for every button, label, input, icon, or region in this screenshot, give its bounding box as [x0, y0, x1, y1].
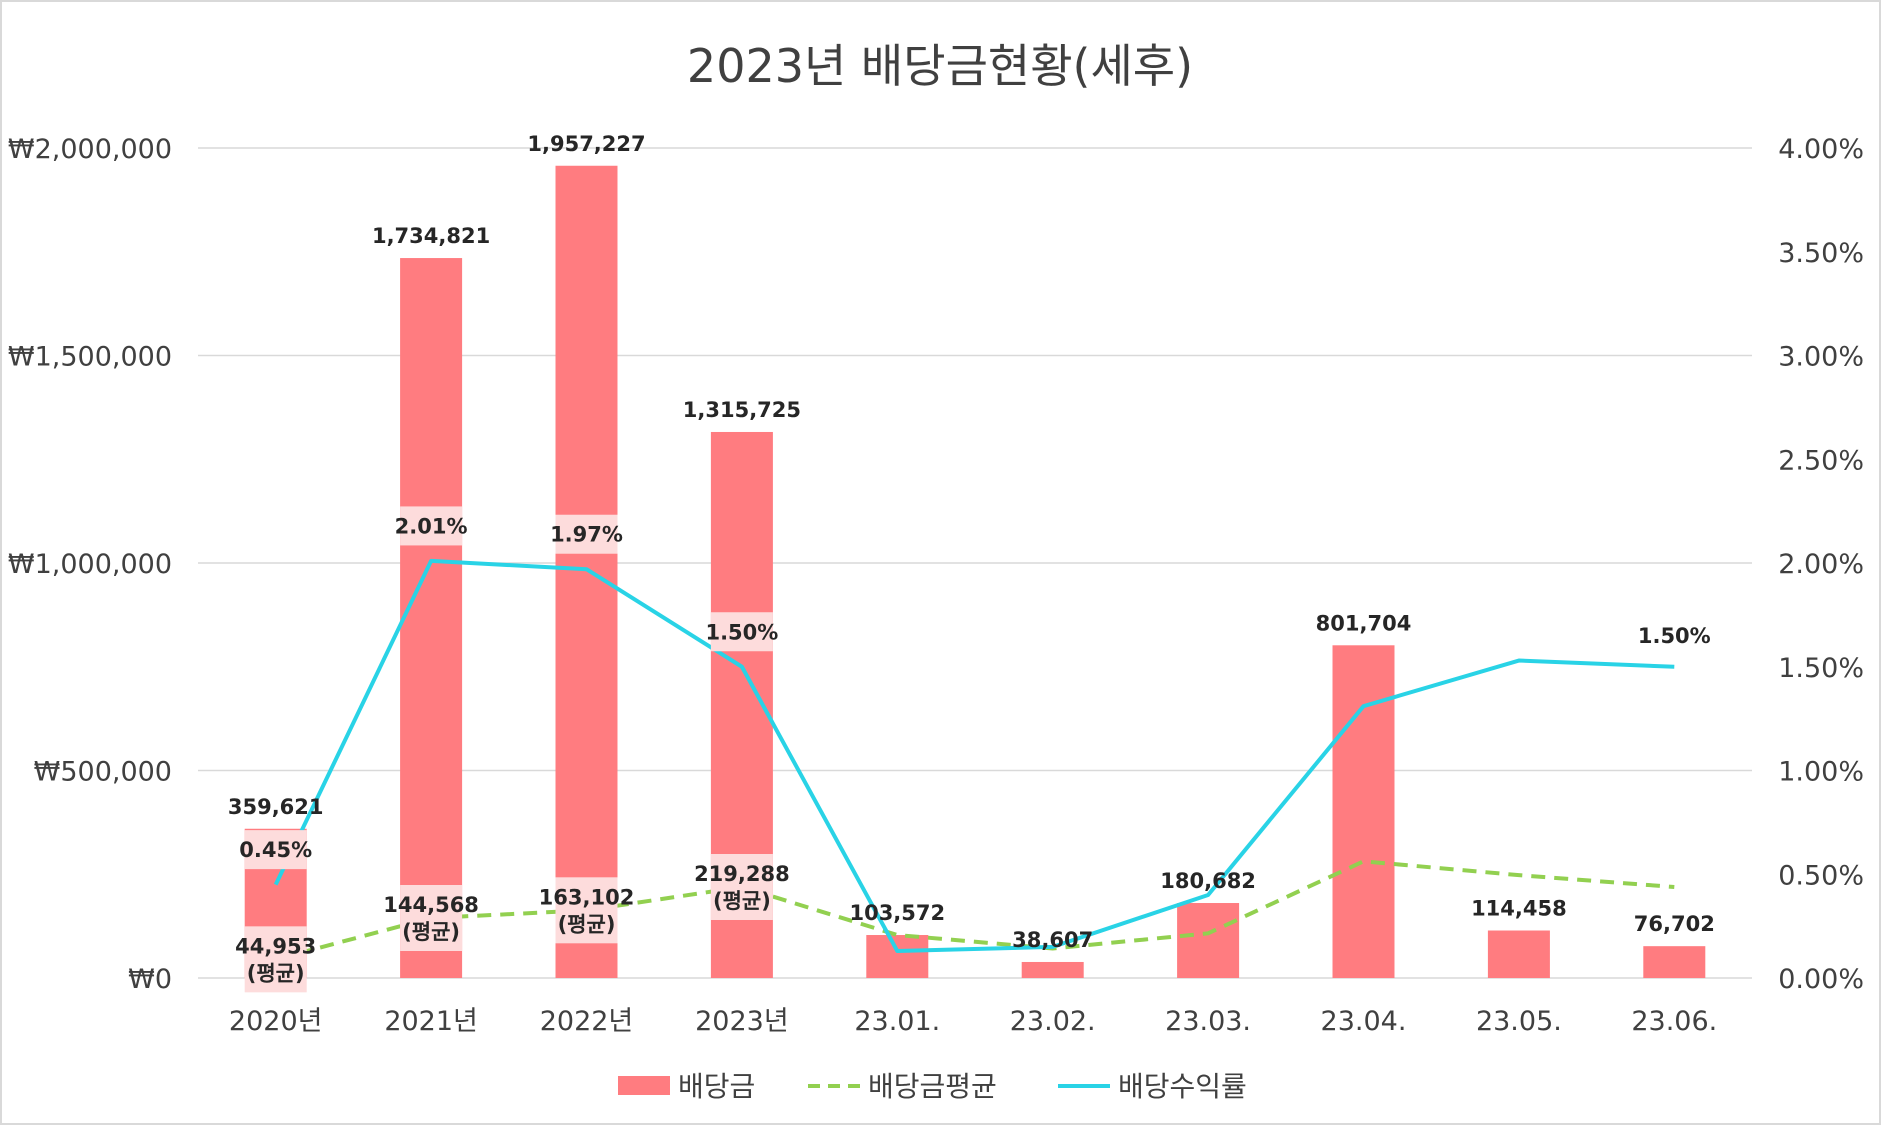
line-value-label: (평균): [402, 920, 460, 944]
bar-value-label: 1,957,227: [527, 132, 645, 156]
x-tick-label: 23.01.: [854, 1006, 940, 1037]
bar-value-label: 76,702: [1634, 912, 1715, 936]
label-background: [244, 830, 307, 870]
y-right-tick-label: 4.00%: [1778, 134, 1864, 165]
x-tick-label: 23.03.: [1165, 1006, 1251, 1037]
line-value-label: (평균): [247, 961, 305, 985]
bar: [1332, 645, 1395, 978]
bar: [400, 258, 463, 978]
line-value-label: (평균): [558, 912, 616, 936]
x-tick-label: 23.02.: [1010, 1006, 1096, 1037]
y-axis-left-ticks: ₩0 ₩500,000 ₩1,000,000 ₩1,500,000 ₩2,000,000: [8, 134, 172, 995]
line-value-label: 1.97%: [550, 523, 623, 547]
line-value-label: 163,102: [539, 885, 635, 909]
bar-value-label: 801,704: [1316, 611, 1412, 635]
bar-value-label: 359,621: [228, 795, 324, 819]
x-axis-ticks: 2020년 2021년 2022년 2023년 23.01. 23.02. 23.03. 23…: [229, 1006, 1717, 1037]
x-tick-label: 2020년: [229, 1006, 323, 1037]
bar: [1487, 930, 1550, 978]
line-value-label: 2.01%: [395, 514, 468, 538]
label-background: [555, 514, 618, 554]
y-axis-right-ticks: 0.00% 0.50% 1.00% 1.50% 2.00% 2.50% 3.00% 3.50%…: [1778, 134, 1864, 995]
x-tick-label: 2022년: [540, 1006, 634, 1037]
line-value-label: 0.45%: [239, 838, 312, 862]
bar: [1021, 961, 1084, 978]
bar-value-label: 38,607: [1012, 928, 1093, 952]
bar: [866, 935, 929, 978]
legend-swatch-dividend: [618, 1076, 670, 1095]
y-right-tick-label: 2.00%: [1778, 549, 1864, 580]
y-left-tick-label: ₩1,000,000: [8, 549, 172, 580]
y-right-tick-label: 1.50%: [1778, 653, 1864, 684]
label-background: [710, 612, 773, 652]
line-value-label: 44,953: [235, 934, 316, 958]
y-right-tick-label: 2.50%: [1778, 445, 1864, 476]
y-left-tick-label: ₩1,500,000: [8, 342, 172, 373]
x-tick-label: 23.06.: [1631, 1006, 1717, 1037]
line-value-label: (평균): [713, 889, 771, 913]
bar-value-label: 1,734,821: [372, 224, 490, 248]
legend-label-yield: 배당수익률: [1118, 1070, 1247, 1103]
average-line-path: [275, 859, 1675, 962]
bar-value-label: 103,572: [849, 901, 945, 925]
line-value-label: 1.50%: [1638, 624, 1711, 648]
y-right-tick-label: 3.50%: [1778, 238, 1864, 269]
chart-title: 2023년 배당금현황(세후): [687, 39, 1193, 93]
data-labels: 359,621 1,734,821 1,957,227 1,315,725 103,57…: [228, 132, 1715, 993]
yield-line-path: [273, 558, 1675, 954]
average-line: [275, 859, 1675, 962]
y-left-tick-label: ₩500,000: [34, 757, 172, 788]
x-tick-label: 2023년: [695, 1006, 789, 1037]
bar-value-label: 114,458: [1471, 896, 1567, 920]
bar: [555, 165, 618, 978]
legend-label-average: 배당금평균: [868, 1070, 997, 1103]
line-value-label: 219,288: [694, 862, 790, 886]
legend-label-dividend: 배당금: [678, 1070, 755, 1103]
y-left-tick-label: ₩2,000,000: [8, 134, 172, 165]
y-right-tick-label: 0.50%: [1778, 860, 1864, 891]
bar-value-label: 1,315,725: [683, 398, 801, 422]
y-right-tick-label: 0.00%: [1778, 964, 1864, 995]
line-value-label: 1.50%: [705, 620, 778, 644]
bar-value-label: 180,682: [1160, 869, 1256, 893]
yield-line: [273, 558, 1675, 954]
line-value-label: 144,568: [383, 893, 479, 917]
x-tick-label: 23.04.: [1321, 1006, 1407, 1037]
legend: 배당금 배당금평균 배당수익률: [618, 1070, 1247, 1103]
label-background: [400, 885, 463, 952]
label-background: [244, 926, 307, 993]
y-right-tick-label: 1.00%: [1778, 757, 1864, 788]
label-background: [710, 853, 773, 920]
label-background: [400, 506, 463, 546]
bar: [1177, 903, 1240, 978]
label-background: [555, 877, 618, 944]
x-tick-label: 23.05.: [1476, 1006, 1562, 1037]
bar: [1643, 946, 1706, 978]
y-right-tick-label: 3.00%: [1778, 342, 1864, 373]
x-tick-label: 2021년: [384, 1006, 478, 1037]
y-left-tick-label: ₩0: [128, 964, 172, 995]
